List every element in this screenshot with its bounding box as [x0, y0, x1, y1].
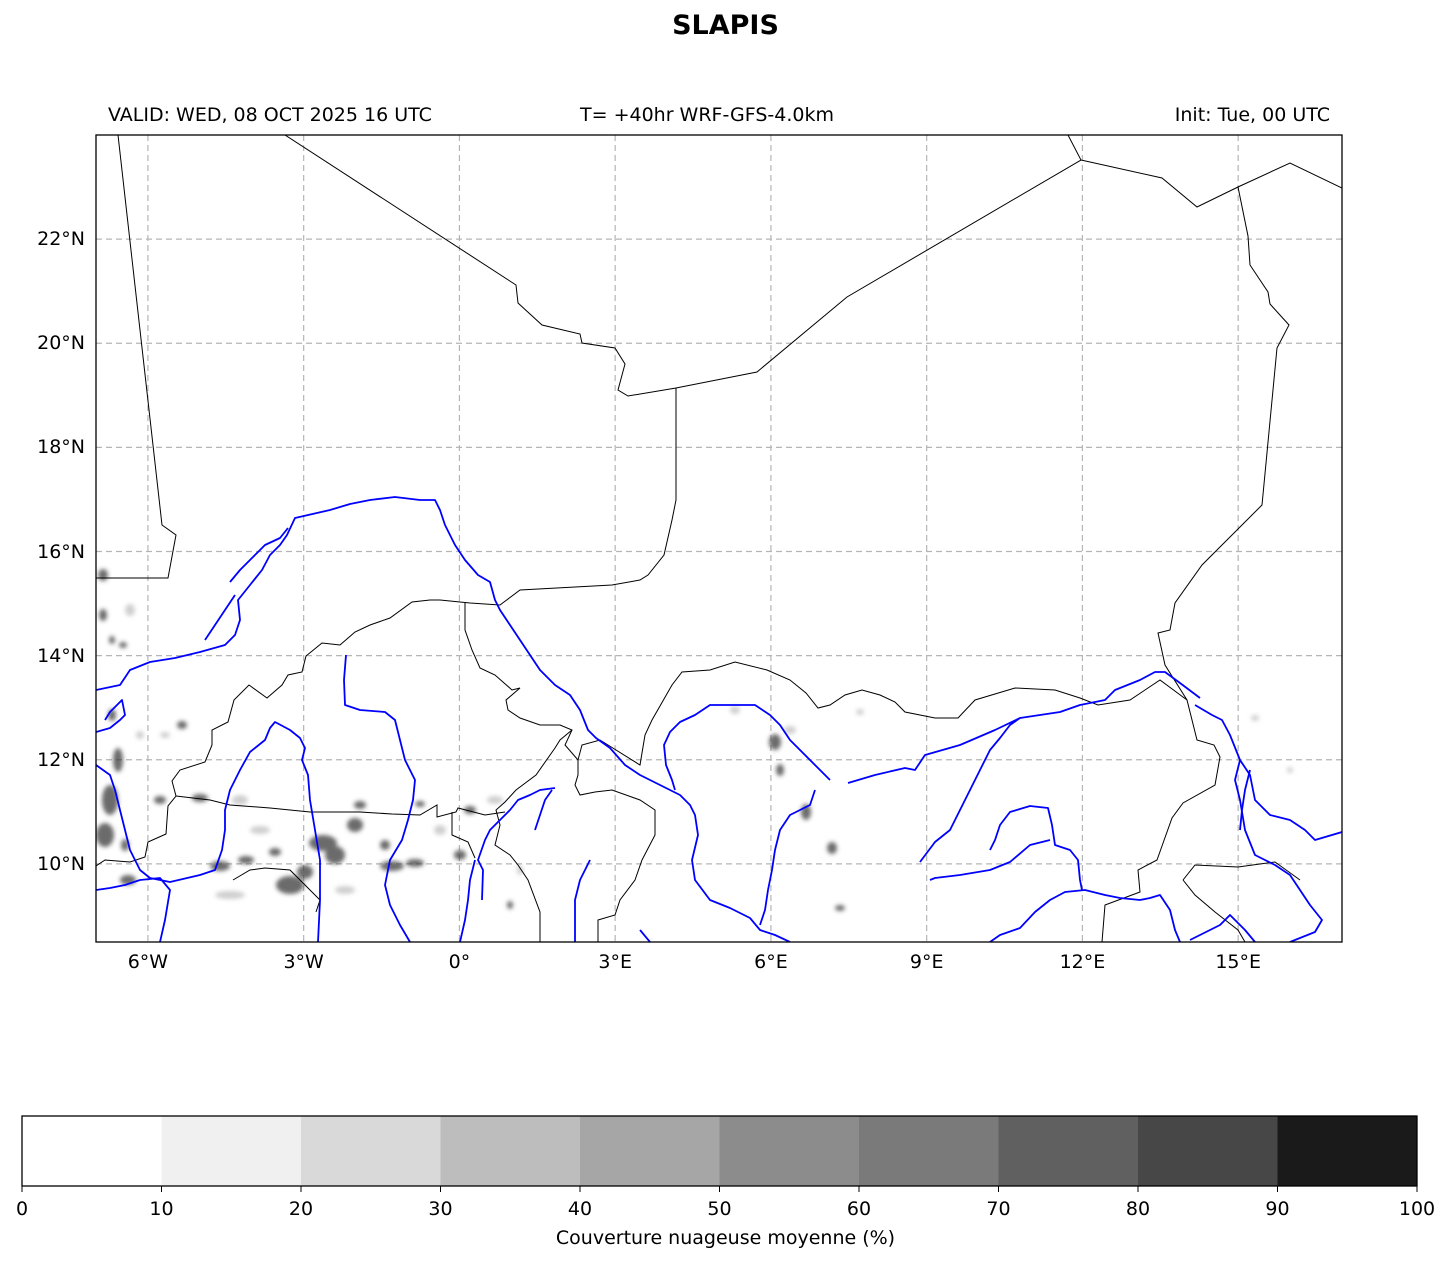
colorbar-tick-label: 60 — [846, 1198, 872, 1220]
lat-tick-label: 14°N — [37, 644, 85, 667]
colorbar-segment — [719, 1116, 860, 1186]
lon-tick-label: 15°E — [1215, 951, 1261, 973]
colorbar-segment — [22, 1116, 162, 1186]
forecast-model-label: T= +40hr WRF-GFS-4.0km — [580, 104, 834, 126]
lon-tick-label: 3°W — [283, 951, 324, 973]
colorbar-segment — [440, 1116, 581, 1186]
colorbar-segment — [1138, 1116, 1278, 1186]
init-time-label: Init: Tue, 00 UTC — [1174, 104, 1330, 126]
lon-tick-label: 6°W — [127, 951, 169, 973]
lat-tick-label: 10°N — [37, 852, 85, 875]
lon-tick-label: 9°E — [909, 951, 944, 973]
colorbar-segment — [580, 1116, 720, 1186]
colorbar-segment — [161, 1116, 302, 1186]
colorbar-tick-label: 50 — [707, 1198, 732, 1220]
lon-tick-label: 6°E — [754, 951, 788, 973]
colorbar-tick-label: 80 — [1125, 1198, 1151, 1220]
lat-tick-label: 16°N — [37, 540, 85, 563]
graticule — [96, 135, 1342, 942]
colorbar-tick-label: 100 — [1398, 1198, 1436, 1220]
lat-tick-label: 12°N — [37, 748, 85, 771]
valid-time-label: VALID: WED, 08 OCT 2025 16 UTC — [108, 104, 432, 126]
lon-tick-label: 0° — [448, 951, 471, 973]
country-borders — [96, 135, 1342, 942]
lat-tick-label: 18°N — [37, 436, 85, 459]
colorbar-tick-label: 30 — [428, 1198, 453, 1220]
colorbar-segment — [301, 1116, 441, 1186]
lon-tick-label: 12°E — [1059, 951, 1106, 973]
colorbar-segment — [998, 1116, 1139, 1186]
colorbar-tick-label: 20 — [288, 1198, 314, 1220]
map-frame — [95, 134, 1343, 943]
colorbar-tick-label: 0 — [15, 1198, 29, 1220]
map-title: SLAPIS — [672, 10, 779, 41]
rivers — [96, 496, 1342, 942]
colorbar — [21, 1115, 1418, 1192]
cloud-cover-field — [96, 569, 1293, 911]
colorbar-segment — [1277, 1116, 1418, 1186]
colorbar-tick-label: 10 — [149, 1198, 174, 1220]
colorbar-tick-label: 70 — [986, 1198, 1011, 1220]
colorbar-label: Couverture nuageuse moyenne (%) — [555, 1227, 896, 1249]
colorbar-tick-label: 90 — [1265, 1198, 1290, 1220]
lon-tick-label: 3°E — [598, 951, 632, 973]
lat-tick-label: 20°N — [37, 332, 85, 355]
colorbar-segment — [859, 1116, 999, 1186]
colorbar-tick-label: 40 — [567, 1198, 593, 1220]
lat-tick-label: 22°N — [37, 228, 85, 251]
